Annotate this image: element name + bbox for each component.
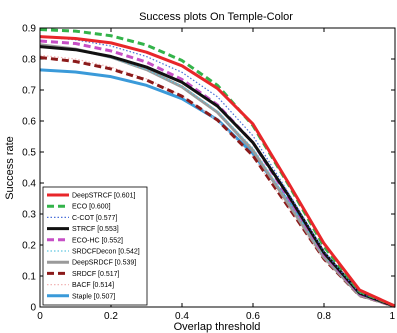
y-tick-label: 0.7 [22, 86, 36, 97]
series-line [39, 36, 396, 307]
legend-entry-label: SRDCF [0.517] [72, 271, 120, 278]
series-line [39, 45, 396, 308]
y-tick-label: 0.1 [22, 272, 36, 283]
x-tick-label: 1 [389, 311, 395, 322]
legend-entry-label: Staple [0.507] [72, 293, 115, 300]
chart-title: Success plots On Temple-Color [139, 11, 293, 23]
y-axis-label: Success rate [4, 136, 16, 200]
x-tick-label: 0.4 [175, 311, 189, 322]
series-line [39, 35, 396, 308]
y-axis-ticks: 0 0.1 0.2 0.3 0.4 0.5 0.6 0.7 0.8 0.9 [22, 24, 395, 314]
x-tick-label: 0 [37, 311, 43, 322]
x-axis-label: Overlap threshold [174, 321, 261, 333]
legend-entry-label: STRCF [0.553] [72, 226, 119, 233]
legend: DeepSTRCF [0.601] ECO [0.600] C-COT [0.577… [42, 186, 148, 306]
y-tick-label: 0 [30, 303, 36, 314]
x-tick-label: 0.2 [104, 311, 118, 322]
y-tick-label: 0.6 [22, 117, 36, 128]
x-tick-label: 0.6 [246, 311, 260, 322]
legend-entry-label: ECO-HC [0.552] [72, 237, 123, 244]
legend-entry-label: C-COT [0.577] [72, 215, 117, 222]
y-tick-label: 0.2 [22, 241, 36, 252]
axes-frame [39, 27, 396, 308]
legend-entry-label: ECO [0.600] [72, 204, 111, 211]
legend-entry-label: SRDCFDecon [0.542] [72, 249, 140, 256]
y-tick-label: 0.8 [22, 55, 36, 66]
y-tick-label: 0.3 [22, 210, 36, 221]
series-line [39, 54, 396, 307]
y-tick-label: 0.5 [22, 148, 36, 159]
y-tick-label: 0.4 [22, 179, 36, 190]
legend-entry-label: BACF [0.514] [72, 282, 114, 289]
legend-entry-label: DeepSTRCF [0.601] [72, 193, 135, 200]
x-tick-label: 0.8 [317, 311, 331, 322]
legend-entry-label: DeepSRDCF [0.539] [72, 260, 136, 267]
series-line [39, 28, 396, 308]
y-tick-label: 0.9 [22, 24, 36, 35]
series-line [39, 55, 396, 308]
series-lines [39, 28, 396, 308]
